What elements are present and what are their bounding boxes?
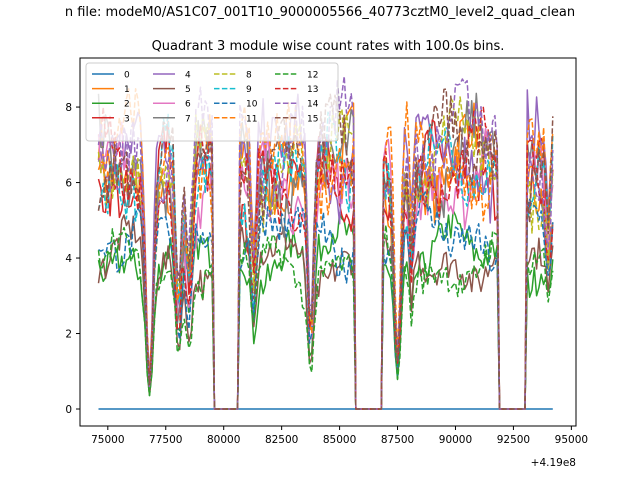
axes-frame: [79, 57, 577, 427]
x-tick-label: 90000: [439, 434, 472, 446]
legend-label-3: 3: [124, 114, 130, 124]
series-line-14: [97, 75, 554, 410]
legend-label-13: 13: [307, 85, 318, 95]
legend-box: [85, 62, 339, 142]
y-tick-label: 0: [65, 404, 72, 416]
legend-label-7: 7: [185, 114, 191, 124]
legend-label-9: 9: [246, 85, 252, 95]
x-tick-label: 95000: [555, 434, 588, 446]
legend-label-14: 14: [307, 100, 319, 110]
legend-label-10: 10: [246, 100, 258, 110]
legend-label-4: 4: [185, 71, 191, 81]
y-tick-label: 6: [65, 178, 72, 190]
x-tick-label: 92500: [497, 434, 530, 446]
chart-title: Quadrant 3 module wise count rates with …: [152, 39, 505, 54]
y-tick-label: 2: [65, 329, 72, 341]
series-line-11: [97, 87, 554, 410]
legend-label-15: 15: [307, 114, 318, 124]
x-tick-label: 80000: [207, 434, 240, 446]
x-tick-label: 87500: [381, 434, 414, 446]
series-line-12: [97, 224, 554, 410]
legend-label-2: 2: [124, 100, 130, 110]
legend-label-12: 12: [307, 71, 318, 81]
y-tick-label: 8: [65, 102, 72, 114]
x-offset-label: +4.19e8: [531, 457, 576, 469]
legend-label-5: 5: [185, 85, 191, 95]
legend-label-6: 6: [185, 100, 191, 110]
x-tick-label: 75000: [91, 434, 124, 446]
figure-suptitle: n file: modeM0/AS1C07_001T10_9000005566_…: [65, 5, 575, 20]
y-axis: 0 2 4 6 8: [65, 102, 80, 416]
x-tick-label: 77500: [149, 434, 182, 446]
legend-label-8: 8: [246, 71, 252, 81]
legend-label-0: 0: [124, 71, 130, 81]
legend-label-1: 1: [124, 85, 130, 95]
x-axis: 75000 77500 80000 82500 85000 87500 90000 92500…: [91, 426, 588, 446]
y-tick-label: 4: [65, 253, 72, 265]
x-tick-label: 85000: [323, 434, 356, 446]
series-line-10: [98, 191, 554, 410]
x-tick-label: 82500: [265, 434, 298, 446]
legend-label-11: 11: [246, 114, 257, 124]
series-line-5: [97, 214, 554, 410]
